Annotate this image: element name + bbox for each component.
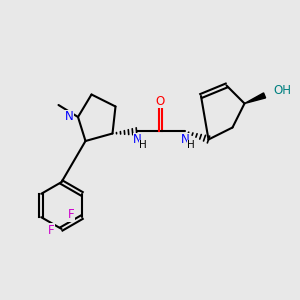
- Text: H: H: [139, 140, 147, 150]
- Polygon shape: [244, 93, 266, 104]
- Text: OH: OH: [273, 83, 291, 97]
- Text: O: O: [156, 95, 165, 108]
- Text: N: N: [65, 110, 74, 124]
- Text: N: N: [181, 133, 190, 146]
- Text: F: F: [68, 208, 75, 221]
- Text: N: N: [133, 133, 142, 146]
- Text: H: H: [187, 140, 195, 150]
- Text: F: F: [48, 224, 54, 237]
